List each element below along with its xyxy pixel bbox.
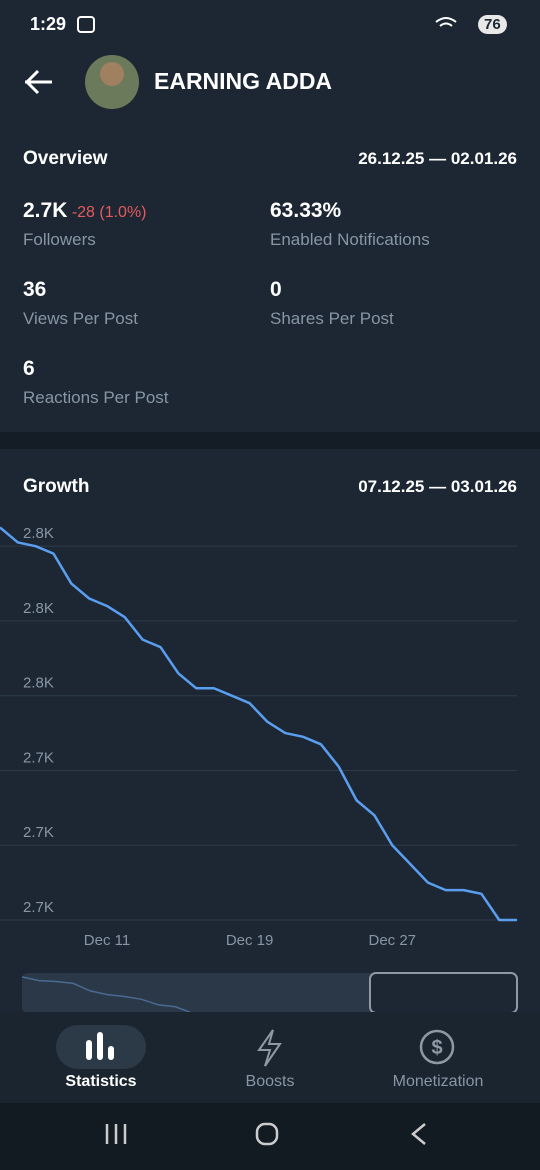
wifi-icon (435, 17, 457, 27)
stat-label: Followers (23, 230, 96, 249)
separator (0, 432, 540, 449)
home-button[interactable] (255, 1122, 279, 1146)
stat-value: 0 (270, 278, 282, 301)
back-button[interactable] (411, 1123, 426, 1145)
statistics-icon (86, 1032, 114, 1060)
stat-value: 36 (23, 278, 47, 301)
recents-button[interactable] (105, 1124, 127, 1144)
stat-value: 63.33% (270, 199, 342, 222)
battery: 76 (478, 15, 507, 34)
avatar-detail (100, 62, 124, 86)
boosts-icon (257, 1029, 282, 1067)
y-tick-label: 2.7K (23, 749, 54, 766)
y-tick-label: 2.8K (23, 525, 54, 542)
x-tick-label: Dec 27 (368, 932, 416, 949)
chart-title: Growth (23, 476, 90, 497)
stat: 2.7K -28 (1.0%) (23, 199, 147, 223)
screenshot-icon (77, 16, 95, 33)
date-range: 26.12.25 — 02.01.26 (358, 149, 517, 168)
stat-label: Shares Per Post (270, 309, 394, 328)
monetization-icon (419, 1029, 455, 1065)
y-tick-label: 2.7K (23, 824, 54, 841)
x-tick-label: Dec 11 (84, 932, 130, 949)
stat-value: 6 (23, 357, 35, 380)
tab-label[interactable]: Boosts (245, 1073, 295, 1090)
section-title: Overview (23, 148, 108, 169)
date-range: 07.12.25 — 03.01.26 (358, 477, 517, 496)
x-tick-label: Dec 19 (226, 932, 274, 949)
system-nav (0, 1103, 540, 1170)
stat-change: -28 (1.0%) (71, 204, 147, 221)
navigator-window[interactable] (369, 972, 518, 1014)
dollar-sign: $ (431, 1037, 442, 1059)
y-tick-label: 2.7K (23, 899, 54, 916)
back-arrow[interactable] (24, 69, 52, 95)
stat-label: Views Per Post (23, 309, 138, 328)
tab-label[interactable]: Statistics (65, 1073, 137, 1090)
channel-title: EARNING ADDA (154, 68, 333, 94)
stat-label: Enabled Notifications (270, 230, 430, 249)
line (0, 526, 518, 922)
stat-label: Reactions Per Post (23, 388, 169, 407)
time: 1:29 (30, 14, 67, 34)
y-tick-label: 2.8K (23, 675, 54, 692)
tab-label[interactable]: Monetization (392, 1073, 484, 1090)
y-tick-label: 2.8K (23, 600, 54, 617)
stat-value: 2.7K (23, 199, 68, 222)
